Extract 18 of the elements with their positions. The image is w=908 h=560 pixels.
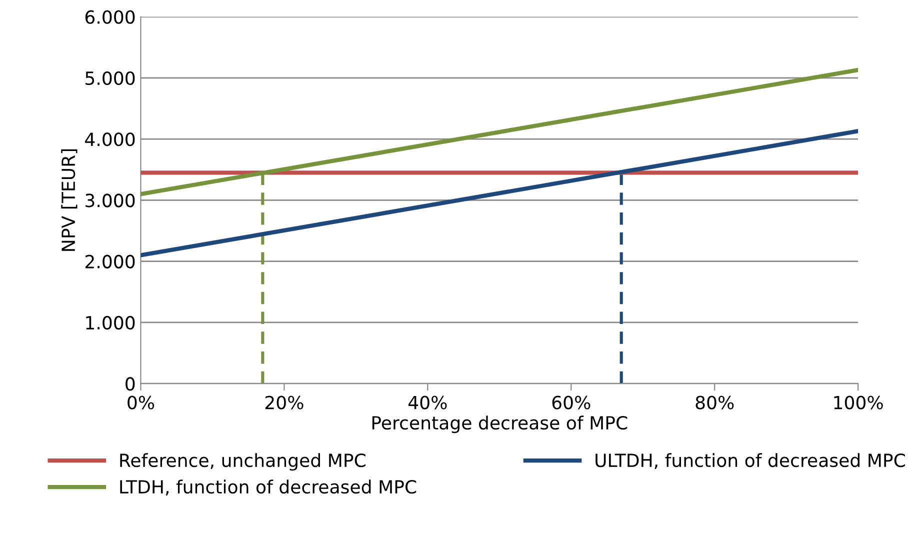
y-tick-label: 4.000 [85,132,135,146]
y-tick-label: 0 [126,377,135,391]
x-axis-title: Percentage decrease of MPC [372,416,628,434]
x-tick-label: 0% [128,396,154,410]
legend-label: LTDH, function of decreased MPC [120,480,416,496]
legend-label: Reference, unchanged MPC [120,453,366,471]
x-tick-label: 100% [834,396,883,410]
y-tick-label: 2.000 [86,254,135,268]
x-tick-label: 40% [408,396,447,410]
y-tick-label: 5.000 [86,71,135,86]
x-tick-label: 60% [552,396,590,410]
legend-label: ULTDH, function of decreased MPC [596,453,905,469]
y-tick-label: 6.000 [85,10,135,24]
y-tick-label: 3.000 [86,194,135,208]
x-tick-label: 20% [265,396,304,410]
y-axis-title: NPV [TEUR] [61,149,78,251]
x-tick-label: 80% [696,396,734,410]
y-tick-label: 1.000 [86,316,135,330]
